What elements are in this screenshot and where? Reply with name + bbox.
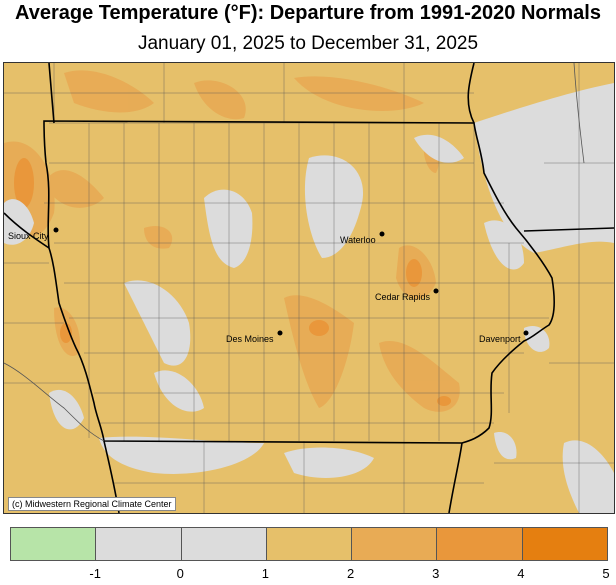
near-normal-areas — [4, 83, 614, 513]
city-label-sioux-city: Sioux City — [8, 231, 49, 241]
city-davenport: Davenport — [479, 330, 529, 344]
city-waterloo: Waterloo — [340, 231, 385, 245]
legend-swatch — [522, 528, 607, 560]
city-label-davenport: Davenport — [479, 334, 521, 344]
legend-swatch — [181, 528, 267, 560]
map-canvas: Sioux City Waterloo Cedar Rapids Des Moi… — [4, 63, 614, 513]
legend-swatch — [352, 528, 438, 560]
city-cedar-rapids: Cedar Rapids — [375, 288, 439, 302]
legend-color-bar — [10, 527, 608, 561]
map-title: Average Temperature (°F): Departure from… — [15, 2, 601, 24]
legend-tick-label: 5 — [602, 566, 610, 581]
map-subtitle: January 01, 2025 to December 31, 2025 — [137, 33, 479, 54]
city-label-waterloo: Waterloo — [340, 235, 376, 245]
legend-swatch — [266, 528, 353, 560]
legend-tick-label: 0 — [176, 566, 184, 581]
legend-tick-label: 2 — [346, 566, 355, 581]
city-des-moines: Des Moines — [226, 330, 283, 344]
map-credit: (c) Midwestern Regional Climate Center — [8, 497, 176, 511]
legend-tick-label: 3 — [432, 566, 440, 581]
city-label-cedar-rapids: Cedar Rapids — [375, 292, 431, 302]
legend-tick-label: 4 — [517, 566, 525, 581]
city-label-des-moines: Des Moines — [226, 334, 274, 344]
temperature-departure-map: Sioux City Waterloo Cedar Rapids Des Moi… — [3, 62, 615, 514]
legend-swatch — [11, 528, 97, 560]
legend-tick-label: -1 — [89, 566, 101, 581]
strong-warm-spots — [14, 158, 451, 406]
legend-swatch — [96, 528, 182, 560]
city-sioux-city: Sioux City — [8, 227, 59, 241]
legend-swatch — [437, 528, 523, 560]
city-markers: Sioux City Waterloo Cedar Rapids Des Moi… — [8, 227, 529, 344]
river-lines — [4, 63, 585, 442]
legend-labels: -1 0 1 2 3 4 5 — [0, 566, 616, 584]
legend-tick-label: 1 — [261, 566, 270, 581]
